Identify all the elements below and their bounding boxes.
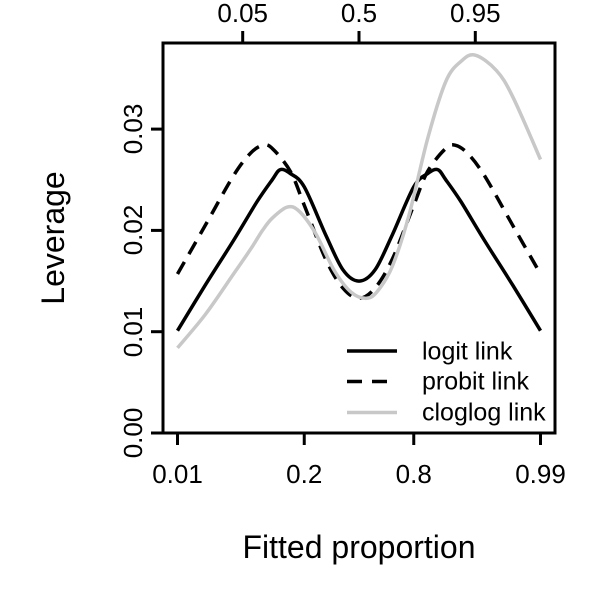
legend-label-logit: logit link [422,337,513,366]
x-tick-label: 0.8 [395,459,432,489]
x-tick-label: 0.2 [286,459,323,489]
y-tick-label: 0.02 [118,205,148,256]
legend-label-cloglog: cloglog link [422,398,546,427]
curve-probit-link [175,143,543,301]
x-top-tick-label: 0.95 [449,0,501,28]
y-tick-label: 0.03 [118,103,148,155]
x-tick-label: 0.01 [152,459,203,489]
x-top-tick-label: 0.05 [217,0,268,28]
curve-cloglog-link [176,53,543,350]
legend-label-probit: probit link [422,367,529,396]
y-axis-label: Leverage [35,171,71,305]
curve-logit-link [176,167,542,332]
x-top-tick-label: 0.5 [340,0,378,28]
x-axis-label: Fitted proportion [242,529,476,565]
x-tick-label: 0.99 [515,459,566,489]
y-tick-label: 0.00 [118,407,148,459]
y-tick-label: 0.01 [118,306,148,357]
